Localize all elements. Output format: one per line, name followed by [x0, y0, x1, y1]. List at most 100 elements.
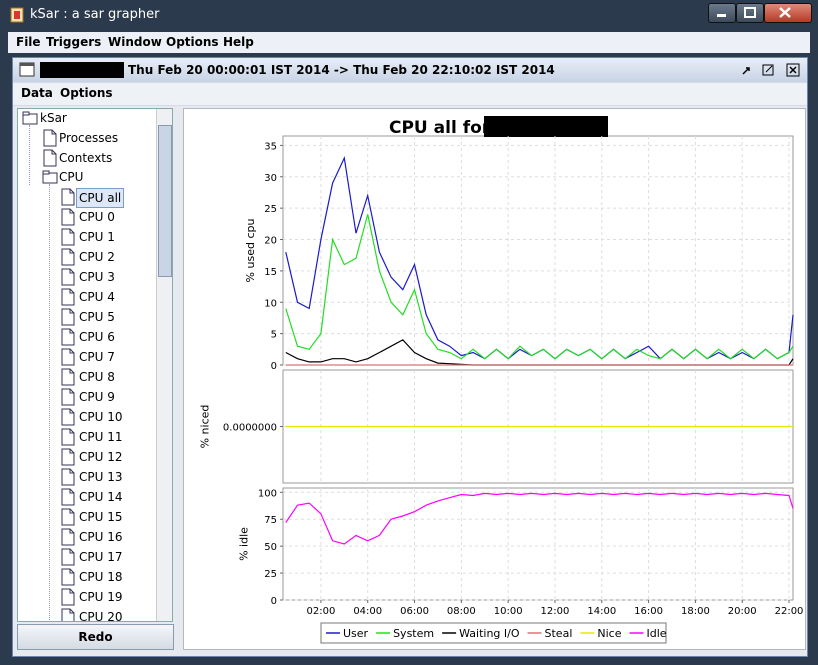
chart: CPU all for 0 5 10 15 20 25 30 35 % used cpu 0.000…	[199, 116, 804, 644]
close-button[interactable]	[764, 3, 812, 23]
menu-item[interactable]: Data	[21, 86, 53, 100]
tree-guide	[49, 184, 50, 621]
tree-node[interactable]: Contexts	[59, 151, 113, 165]
internal-frame: Thu Feb 20 00:00:01 IST 2014 -> Thu Feb …	[12, 57, 808, 657]
redo-button[interactable]: Redo	[17, 624, 174, 650]
y-tick-label: 100	[258, 488, 277, 499]
tree-node[interactable]: CPU 15	[79, 510, 123, 524]
file-icon	[61, 268, 75, 286]
x-tick-label: 06:00	[400, 606, 429, 617]
frame-buttons[interactable]	[739, 62, 805, 78]
tree-node[interactable]: CPU 12	[79, 450, 123, 464]
y-tick-label: 30	[264, 173, 277, 184]
frame-icon	[19, 62, 35, 77]
tree-node[interactable]: CPU 1	[79, 230, 115, 244]
frame-content: kSar Processes Contexts CPU CPU all CPU 0 CPU …	[13, 106, 807, 656]
tree-node[interactable]: CPU all	[76, 188, 125, 208]
scrollbar-thumb[interactable]	[158, 125, 172, 277]
tree-node[interactable]: CPU 14	[79, 490, 123, 504]
y-axis-label: % idle	[238, 527, 251, 561]
minimize-button[interactable]	[708, 3, 736, 23]
plot-area	[282, 487, 794, 601]
frame-title: Thu Feb 20 00:00:01 IST 2014 -> Thu Feb …	[128, 63, 555, 77]
y-tick-label: 25	[264, 569, 277, 580]
tree-node[interactable]: CPU 2	[79, 250, 115, 264]
tree-node[interactable]: CPU 9	[79, 390, 115, 404]
x-tick-label: 20:00	[728, 606, 757, 617]
y-tick-label: 20	[264, 236, 277, 247]
tree-node[interactable]: CPU 7	[79, 350, 115, 364]
x-tick-label: 04:00	[353, 606, 382, 617]
tree-node[interactable]: CPU	[59, 170, 84, 184]
file-icon	[61, 328, 75, 346]
file-icon	[61, 348, 75, 366]
tree-node[interactable]: kSar	[40, 111, 67, 125]
file-icon	[61, 188, 75, 206]
menu-item[interactable]: Help	[223, 35, 254, 49]
tree-node[interactable]: CPU 16	[79, 530, 123, 544]
x-tick-label: 12:00	[541, 606, 570, 617]
tree-node[interactable]: Processes	[59, 131, 119, 145]
tree-node[interactable]: CPU 20	[79, 610, 123, 622]
y-tick-label: 25	[264, 204, 277, 215]
file-icon	[61, 228, 75, 246]
file-icon	[61, 428, 75, 446]
tree-node[interactable]: CPU 17	[79, 550, 123, 564]
y-axis-label: % niced	[199, 405, 212, 449]
file-icon	[61, 608, 75, 621]
tree-node[interactable]: CPU 5	[79, 310, 115, 324]
tree-node[interactable]: CPU 19	[79, 590, 123, 604]
legend-label: Idle	[647, 627, 667, 640]
tree-panel: kSar Processes Contexts CPU CPU all CPU 0 CPU …	[17, 108, 173, 622]
tree-guide	[29, 125, 30, 185]
tree-node[interactable]: CPU 6	[79, 330, 115, 344]
menu-item[interactable]: Triggers	[46, 35, 102, 49]
y-tick-label: 50	[264, 542, 277, 553]
menu-item[interactable]: Options	[60, 86, 113, 100]
file-icon	[61, 308, 75, 326]
redacted	[40, 62, 124, 78]
frame-title-bar: Thu Feb 20 00:00:01 IST 2014 -> Thu Feb …	[13, 58, 807, 82]
tree-node[interactable]: CPU 10	[79, 410, 123, 424]
file-icon	[61, 568, 75, 586]
menu-item[interactable]: File	[16, 35, 41, 49]
menu-item[interactable]: Options	[166, 35, 219, 49]
tree-node[interactable]: CPU 3	[79, 270, 115, 284]
window-button-glyphs	[717, 7, 791, 18]
file-icon	[61, 488, 75, 506]
file-icon	[43, 149, 57, 167]
scrollbar[interactable]	[156, 109, 172, 621]
file-icon	[61, 248, 75, 266]
maximize-button[interactable]	[736, 3, 764, 23]
redacted	[484, 116, 608, 137]
tree-node[interactable]: CPU 8	[79, 370, 115, 384]
frame-menu-bar: Data Options	[13, 83, 807, 105]
y-tick-label: 15	[264, 267, 277, 278]
y-tick-label: 0	[271, 361, 277, 372]
x-tick-label: 22:00	[775, 606, 804, 617]
tree-node[interactable]: CPU 13	[79, 470, 123, 484]
x-tick-label: 02:00	[307, 606, 336, 617]
tree-node[interactable]: CPU 0	[79, 210, 115, 224]
tree-node[interactable]: CPU 11	[79, 430, 123, 444]
y-tick-label: 75	[264, 515, 277, 526]
series-line	[285, 492, 794, 545]
file-icon	[61, 388, 75, 406]
file-icon	[61, 448, 75, 466]
y-tick-label: 0	[271, 596, 277, 607]
menu-item[interactable]: Window	[108, 35, 162, 49]
y-tick-label: 10	[264, 298, 277, 309]
chart-panel: CPU all for 0 5 10 15 20 25 30 35 % used cpu 0.000…	[183, 108, 806, 650]
file-icon	[61, 508, 75, 526]
tree-node[interactable]: CPU 18	[79, 570, 123, 584]
x-tick-label: 10:00	[494, 606, 523, 617]
legend-label: Waiting I/O	[459, 627, 520, 640]
file-icon	[61, 548, 75, 566]
tree-node[interactable]: CPU 4	[79, 290, 115, 304]
app-icon	[10, 7, 24, 23]
file-icon	[61, 528, 75, 546]
y-tick-label: 5	[271, 330, 277, 341]
legend-label: Nice	[597, 627, 621, 640]
legend-label: Steal	[545, 627, 573, 640]
